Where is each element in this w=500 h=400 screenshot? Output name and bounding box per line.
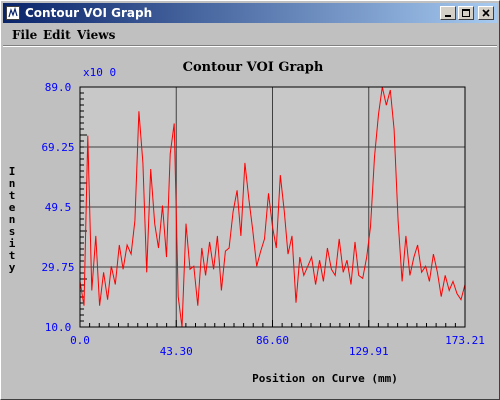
- menu-edit[interactable]: Edit: [43, 28, 71, 42]
- window-title: Contour VOI Graph: [25, 6, 153, 20]
- y-tick-label: 89.0: [45, 81, 72, 94]
- x-tick-label: 173.21: [445, 334, 485, 347]
- title-bar[interactable]: Contour VOI Graph: [3, 3, 497, 23]
- menu-file[interactable]: File: [12, 28, 38, 42]
- menu-bar: File Edit Views: [3, 25, 497, 45]
- x-tick-label: 129.91: [349, 345, 389, 358]
- plot-frame: [79, 86, 466, 328]
- java-app-icon[interactable]: [6, 6, 20, 20]
- x-tick-label: 43.30: [160, 345, 193, 358]
- minimize-button[interactable]: [440, 6, 456, 20]
- close-button[interactable]: [478, 6, 494, 20]
- y-tick-label: 49.5: [45, 201, 72, 214]
- menu-views[interactable]: Views: [77, 28, 116, 42]
- y-multiplier-label: x10 0: [83, 66, 116, 79]
- y-tick-label: 69.25: [41, 141, 74, 154]
- y-tick-label: 29.75: [41, 261, 74, 274]
- chart-title: Contour VOI Graph: [183, 60, 324, 75]
- x-tick-label: 0.0: [70, 334, 90, 347]
- x-axis-label: Position on Curve (mm): [252, 372, 398, 385]
- maximize-button[interactable]: [458, 6, 474, 20]
- x-tick-label: 86.60: [256, 334, 289, 347]
- y-tick-label: 10.0: [45, 321, 72, 334]
- menu-separator: [3, 45, 497, 47]
- intensity-series-line: [79, 86, 466, 328]
